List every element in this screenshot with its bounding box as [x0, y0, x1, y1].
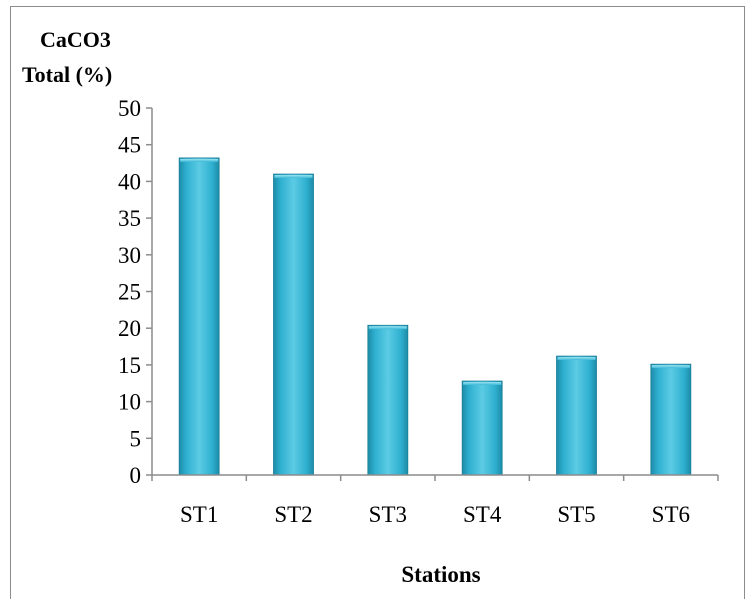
bar-cap [651, 365, 690, 369]
y-axis-label-line1: CaCO3 [40, 27, 111, 52]
y-tick-label: 45 [118, 133, 141, 158]
bar-body [556, 355, 597, 476]
bar-cap [463, 382, 502, 386]
bar-st2 [273, 173, 314, 476]
x-tick-label: ST6 [652, 502, 690, 527]
bar-st5 [556, 355, 597, 476]
bar-cap [557, 357, 596, 361]
y-axis-ticks: 0 5 10 15 20 25 30 35 40 45 50 [118, 96, 152, 488]
x-tick-label: ST4 [463, 502, 502, 527]
x-tick-label: ST1 [180, 502, 218, 527]
y-tick-label: 10 [118, 390, 141, 415]
bar-body [178, 157, 220, 476]
bar-body [273, 173, 314, 476]
x-axis-ticks: ST1 ST2 ST3 ST4 ST5 ST6 [151, 475, 719, 527]
y-tick-label: 15 [118, 353, 141, 378]
y-tick-label: 35 [118, 206, 141, 231]
bars [178, 157, 692, 476]
y-tick-label: 40 [118, 169, 141, 194]
bar-cap [368, 326, 407, 330]
y-tick-label: 5 [130, 426, 142, 451]
bar-st4 [461, 380, 503, 476]
x-axis-label: Stations [401, 562, 480, 587]
y-tick-label: 25 [118, 280, 141, 305]
bar-st1 [178, 157, 220, 476]
bar-st3 [367, 324, 409, 476]
bar-body [367, 324, 409, 476]
bar-cap [180, 158, 219, 162]
x-tick-label: ST5 [557, 502, 595, 527]
bar-cap [274, 175, 313, 179]
y-tick-label: 30 [118, 243, 141, 268]
y-tick-label: 50 [118, 96, 141, 121]
bar-body [650, 363, 692, 476]
bar-body [461, 380, 503, 476]
bar-st6 [650, 363, 692, 476]
x-tick-label: ST2 [274, 502, 312, 527]
y-axis-label-line2: Total (%) [22, 62, 112, 87]
chart-frame [10, 6, 745, 599]
y-tick-label: 20 [118, 316, 141, 341]
y-tick-label: 0 [130, 463, 142, 488]
x-tick-label: ST3 [369, 502, 407, 527]
